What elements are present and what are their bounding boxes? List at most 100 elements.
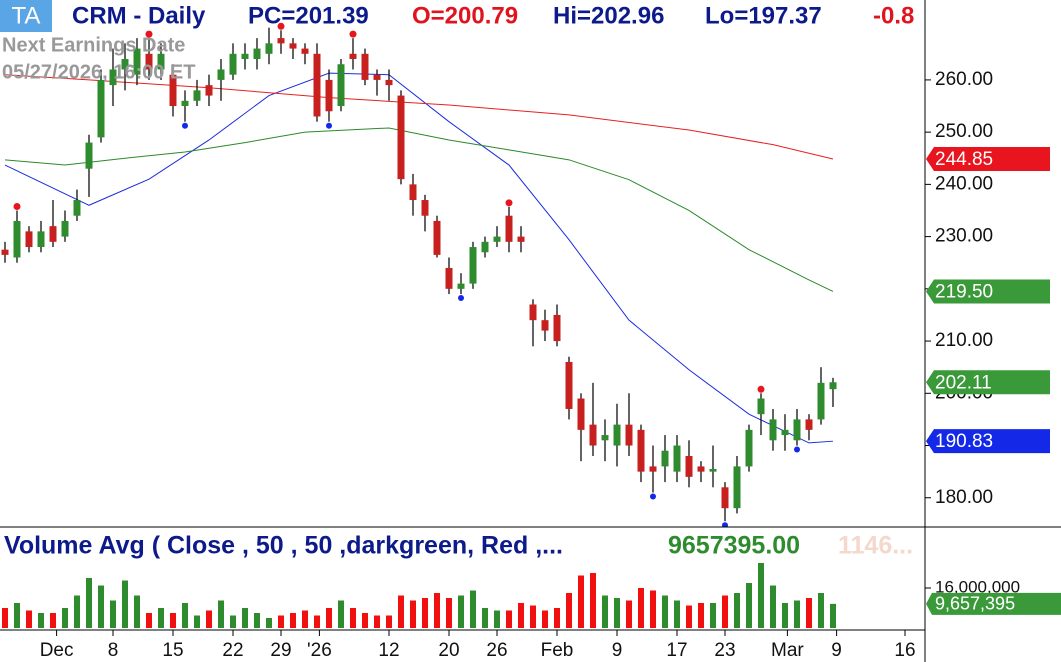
x-tick-label: Dec bbox=[40, 640, 74, 661]
volume-bar bbox=[218, 600, 224, 628]
price-label-box bbox=[926, 370, 1050, 395]
header-stat: O=200.79 bbox=[412, 2, 518, 29]
candle-body bbox=[49, 226, 57, 242]
volume-bar bbox=[590, 573, 596, 628]
price-label: 202.11 bbox=[935, 372, 992, 393]
volume-bar bbox=[782, 603, 788, 628]
candle-body bbox=[709, 469, 717, 472]
volume-bar bbox=[266, 618, 272, 628]
volume-bar bbox=[626, 600, 632, 628]
candle-body bbox=[793, 419, 801, 441]
volume-bar bbox=[530, 605, 536, 628]
volume-bar bbox=[158, 608, 164, 628]
candle-body bbox=[733, 466, 741, 509]
x-tick-label: 16 bbox=[894, 640, 915, 661]
candle-body bbox=[1, 249, 9, 255]
candle-body bbox=[73, 200, 81, 216]
chart-title: CRM - Daily bbox=[72, 2, 206, 29]
candle-body bbox=[313, 53, 321, 117]
candle-body bbox=[505, 215, 513, 242]
volume-bar bbox=[638, 588, 644, 628]
x-tick-label: 9 bbox=[831, 640, 842, 661]
y-tick-label: 230.00 bbox=[935, 226, 993, 247]
candle-body bbox=[337, 64, 345, 107]
candle-body bbox=[433, 220, 441, 255]
volume-bar bbox=[50, 613, 56, 628]
price-label: 219.50 bbox=[935, 281, 993, 302]
volume-bar bbox=[554, 608, 560, 628]
volume-bar bbox=[362, 613, 368, 628]
candle-body bbox=[673, 445, 681, 472]
volume-bar bbox=[2, 608, 8, 628]
candle-body bbox=[829, 382, 837, 390]
candle-body bbox=[85, 142, 93, 169]
moving-average bbox=[4, 72, 834, 444]
volume-bar bbox=[602, 595, 608, 628]
volume-bar bbox=[290, 613, 296, 628]
volume-bar bbox=[542, 610, 548, 628]
swing-low-marker bbox=[182, 122, 188, 129]
candle-body bbox=[625, 424, 633, 446]
price-label-box bbox=[926, 147, 1050, 172]
volume-bar bbox=[242, 608, 248, 628]
candle-body bbox=[577, 398, 585, 430]
x-tick-label: 22 bbox=[222, 640, 243, 661]
header-stat: Hi=202.96 bbox=[553, 2, 664, 29]
volume-bar bbox=[410, 600, 416, 628]
header-stat: Lo=197.37 bbox=[705, 2, 822, 29]
volume-bar bbox=[446, 598, 452, 628]
volume-bar bbox=[710, 603, 716, 628]
annotation: 05/27/2026, 16:00 ET bbox=[2, 61, 195, 83]
swing-low-marker bbox=[326, 122, 332, 129]
candle-body bbox=[181, 100, 189, 107]
candle-body bbox=[769, 419, 777, 441]
volume-bar bbox=[578, 575, 584, 628]
candle-body bbox=[133, 48, 141, 75]
swing-high-marker bbox=[145, 30, 153, 38]
volume-bar bbox=[470, 590, 476, 628]
volume-bar bbox=[194, 615, 200, 628]
volume-bar bbox=[302, 610, 308, 628]
candle-body bbox=[481, 241, 489, 253]
swing-low-marker bbox=[794, 446, 800, 453]
volume-bar bbox=[230, 615, 236, 628]
annotation: Next Earnings Date bbox=[2, 34, 185, 56]
volume-bar bbox=[674, 600, 680, 628]
x-tick-label: 26 bbox=[486, 640, 507, 661]
volume-bar bbox=[818, 593, 824, 628]
volume-bar bbox=[770, 585, 776, 628]
volume-bar bbox=[86, 578, 92, 628]
x-tick-label: 29 bbox=[270, 640, 291, 661]
candle-body bbox=[661, 450, 669, 467]
candle-body bbox=[817, 382, 825, 420]
swing-high-marker bbox=[349, 30, 357, 38]
candle-body bbox=[613, 424, 621, 446]
candle-body bbox=[565, 361, 573, 409]
candle-body bbox=[37, 231, 45, 248]
volume-faded: 1146... bbox=[838, 532, 913, 560]
candle-body bbox=[757, 398, 765, 415]
x-tick-label: 15 bbox=[162, 640, 183, 661]
swing-high-marker bbox=[277, 22, 285, 30]
candle-body bbox=[541, 320, 549, 331]
swing-low-marker bbox=[722, 522, 728, 527]
candle-body bbox=[289, 43, 297, 49]
volume-bar bbox=[458, 595, 464, 628]
header-stats: PC=201.39 O=200.79 Hi=202.96 Lo=197.37 -0.8 bbox=[248, 2, 914, 29]
header-stat: -0.8 bbox=[873, 2, 914, 29]
candle-body bbox=[349, 53, 357, 60]
volume-bar bbox=[314, 615, 320, 628]
candle-body bbox=[145, 53, 153, 70]
candle-body bbox=[97, 79, 105, 138]
volume-bar bbox=[254, 613, 260, 628]
price-label: 190.83 bbox=[935, 431, 993, 452]
volume-bar bbox=[722, 595, 728, 628]
volume-bar bbox=[662, 595, 668, 628]
volume-bar bbox=[206, 610, 212, 628]
volume-bar bbox=[794, 600, 800, 628]
candle-body bbox=[13, 220, 21, 258]
candle-body bbox=[373, 74, 381, 80]
price-label-box bbox=[926, 429, 1050, 454]
volume-bar bbox=[806, 598, 812, 628]
volume-bar bbox=[830, 603, 836, 628]
